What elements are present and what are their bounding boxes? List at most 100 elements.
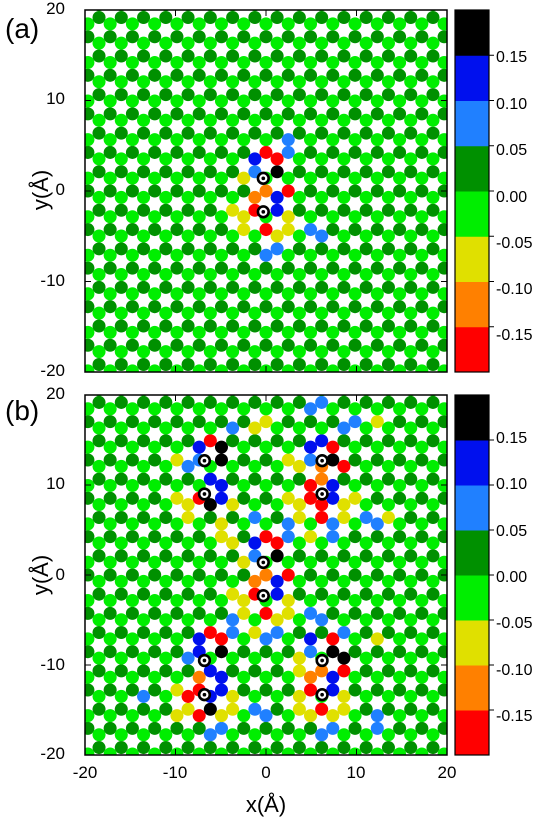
lattice-atom [203, 190, 217, 204]
lattice-atom [137, 113, 151, 127]
lattice-atom [393, 606, 407, 620]
lattice-atom [70, 383, 83, 396]
lattice-atom [359, 702, 373, 716]
lattice-atom [326, 721, 340, 735]
lattice-atom [381, 306, 395, 320]
lattice-atom [103, 440, 117, 454]
lattice-atom [393, 364, 407, 372]
lattice-atom [415, 94, 429, 108]
lattice-atom [85, 479, 95, 493]
lattice-atom [292, 702, 306, 716]
lattice-atom [270, 536, 284, 550]
lattice-atom [226, 280, 240, 294]
lattice-atom [137, 510, 151, 524]
lattice-atom [304, 248, 318, 262]
lattice-atom [92, 510, 106, 524]
lattice-atom [426, 510, 440, 524]
lattice-atom [137, 49, 151, 63]
lattice-atom [304, 479, 318, 493]
lattice-atom [226, 345, 240, 359]
lattice-atom [393, 223, 407, 237]
lattice-atom [449, 383, 462, 396]
lattice-atom [226, 421, 240, 435]
lattice-atom [348, 415, 362, 429]
lattice-atom [103, 683, 117, 697]
lattice-atom [259, 145, 273, 159]
lattice-atom [292, 472, 306, 486]
lattice-atom [304, 210, 318, 224]
lattice-atom [170, 568, 184, 582]
lattice-atom [259, 17, 273, 31]
lattice-atom [381, 626, 395, 640]
lattice-atom [103, 453, 117, 467]
lattice-atom [181, 613, 195, 627]
lattice-atom [137, 190, 151, 204]
lattice-atom [192, 670, 206, 684]
lattice-atom [281, 364, 295, 372]
panel-b-x-tick-label: 0 [261, 763, 270, 782]
lattice-atom [70, 127, 83, 140]
lattice-atom [304, 223, 318, 237]
lattice-atom [103, 645, 117, 659]
lattice-atom [315, 152, 329, 166]
lattice-atom [326, 747, 340, 755]
lattice-atom [281, 594, 295, 608]
lattice-atom [170, 145, 184, 159]
lattice-atom [384, 395, 393, 397]
lattice-atom [404, 728, 418, 742]
lattice-atom [326, 17, 340, 31]
lattice-atom [148, 325, 162, 339]
lattice-atom [393, 145, 407, 159]
lattice-atom [326, 670, 340, 684]
colorbar-b-tick-label: -0.05 [496, 615, 533, 632]
lattice-atom [148, 210, 162, 224]
lattice-atom [404, 574, 418, 588]
lattice-atom [259, 415, 273, 429]
lattice-atom [348, 364, 362, 372]
lattice-atom [326, 107, 340, 121]
lattice-atom [292, 498, 306, 512]
lattice-atom [393, 632, 407, 646]
lattice-atom [292, 152, 306, 166]
colorbar-b-tick-label: -0.10 [496, 662, 533, 679]
lattice-atom [281, 107, 295, 121]
lattice-atom [181, 126, 195, 140]
lattice-atom [315, 741, 329, 755]
lattice-atom [281, 55, 295, 69]
lattice-atom [326, 555, 340, 569]
lattice-atom [192, 594, 206, 608]
lattice-atom [359, 613, 373, 627]
lattice-atom [148, 594, 162, 608]
lattice-atom [125, 261, 139, 275]
lattice-atom [203, 434, 217, 448]
lattice-atom [237, 415, 251, 429]
lattice-atoms [70, 383, 462, 755]
lattice-atom [137, 395, 151, 409]
lattice-atom [337, 651, 351, 665]
lattice-atom [237, 491, 251, 505]
lattice-atom [206, 395, 215, 397]
lattice-atom [326, 364, 340, 372]
lattice-atom [337, 510, 351, 524]
lattice-atom [203, 574, 217, 588]
lattice-atom [148, 568, 162, 582]
lattice-atom [203, 510, 217, 524]
lattice-atom [148, 491, 162, 505]
lattice-atom [170, 670, 184, 684]
lattice-atom [259, 402, 273, 416]
lattice-atom [292, 190, 306, 204]
lattice-atom [170, 645, 184, 659]
lattice-atom [92, 49, 106, 63]
lattice-atom [415, 184, 429, 198]
lattice-atom [170, 453, 184, 467]
lattice-atom [404, 319, 418, 333]
lattice-atom [404, 229, 418, 243]
lattice-atom [103, 210, 117, 224]
lattice-atom [426, 498, 440, 512]
lattice-atom [214, 94, 228, 108]
lattice-atom [237, 517, 251, 531]
lattice-atom [348, 645, 362, 659]
lattice-atom [85, 210, 95, 224]
lattice-atom [292, 75, 306, 89]
lattice-atom [348, 568, 362, 582]
